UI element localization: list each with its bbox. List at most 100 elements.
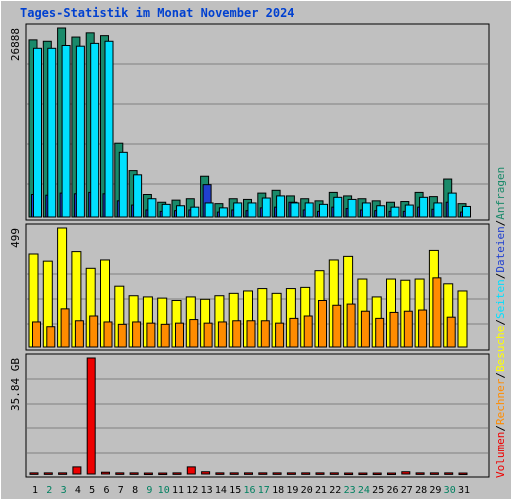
bar-besuche-day-31 xyxy=(457,290,468,348)
x-tick-label-day-14: 14 xyxy=(215,485,227,496)
bar-rechner-day-16 xyxy=(246,320,256,348)
bar-seiten-day-14 xyxy=(218,207,228,218)
bar-volumen-day-18 xyxy=(272,472,282,475)
bar-seiten-day-9 xyxy=(147,198,157,218)
legend-sep5: / xyxy=(494,425,507,432)
bar-rechner-day-30 xyxy=(446,316,456,348)
bar-rechner-day-5 xyxy=(89,315,99,348)
bar-rechner-day-29 xyxy=(432,277,442,348)
bar-rechner-day-15 xyxy=(232,320,242,348)
bar-seiten-day-31 xyxy=(462,205,471,218)
legend-bottom: Volumen xyxy=(494,432,507,478)
legend-sep2: / xyxy=(494,273,507,280)
x-tick-label-day-25: 25 xyxy=(372,485,384,496)
bar-seiten-day-28 xyxy=(419,196,429,218)
bar-rechner-day-1 xyxy=(32,321,41,348)
legend-middle2: Seiten xyxy=(494,279,507,319)
bar-rechner-day-9 xyxy=(146,322,156,348)
bar-rechner-day-27 xyxy=(403,310,413,348)
x-tick-label-day-13: 13 xyxy=(201,485,213,496)
legend-top: Anfragen xyxy=(494,167,507,220)
legend-middle4: Rechner xyxy=(494,378,507,425)
bar-seiten-day-7 xyxy=(118,151,128,218)
bar-seiten-day-29 xyxy=(433,202,443,218)
x-tick-label-day-11: 11 xyxy=(172,485,184,496)
y-max-label-2: 499 xyxy=(9,228,22,248)
x-tick-label-day-15: 15 xyxy=(229,485,241,496)
bar-seiten-day-30 xyxy=(447,192,457,218)
bar-seiten-day-8 xyxy=(133,174,143,218)
bar-seiten-day-26 xyxy=(390,206,400,218)
bar-rechner-day-13 xyxy=(203,322,213,348)
x-tick-label-day-28: 28 xyxy=(415,485,427,496)
bar-volumen-day-23 xyxy=(344,472,354,476)
bar-seiten-day-20 xyxy=(304,202,314,218)
legend-sep3: / xyxy=(494,319,507,326)
legend-middle3: Besuche xyxy=(494,326,507,372)
bar-rechner-day-7 xyxy=(117,323,127,348)
bar-seiten-day-27 xyxy=(404,204,414,218)
bar-volumen-day-26 xyxy=(387,472,396,476)
bar-seiten-day-18 xyxy=(276,195,286,218)
x-tick-label-day-19: 19 xyxy=(286,485,298,496)
bar-seiten-day-19 xyxy=(290,202,300,218)
bar-volumen-day-28 xyxy=(415,472,425,475)
bar-seiten-day-4 xyxy=(75,45,85,218)
bar-rechner-day-14 xyxy=(217,321,227,348)
x-tick-label-day-24: 24 xyxy=(358,485,370,496)
bar-seiten-day-23 xyxy=(347,198,357,218)
bar-volumen-day-13 xyxy=(201,471,211,475)
panel-3-frame xyxy=(25,353,490,478)
bar-seiten-day-15 xyxy=(233,202,243,218)
bar-volumen-day-8 xyxy=(129,472,139,475)
x-tick-label-day-4: 4 xyxy=(75,485,81,496)
bar-volumen-day-1 xyxy=(29,472,39,475)
bar-seiten-day-1 xyxy=(33,47,42,218)
bar-rechner-day-19 xyxy=(289,317,299,348)
bar-volumen-day-21 xyxy=(315,472,325,475)
bar-seiten-day-17 xyxy=(261,197,271,218)
bar-rechner-day-3 xyxy=(60,308,70,348)
bar-seiten-day-21 xyxy=(319,203,328,218)
bar-seiten-day-5 xyxy=(90,42,100,218)
x-tick-label-day-5: 5 xyxy=(89,485,95,496)
bar-rechner-day-24 xyxy=(360,310,370,348)
x-tick-label-day-30: 30 xyxy=(444,485,456,496)
x-tick-label-day-2: 2 xyxy=(46,485,52,496)
bar-volumen-day-12 xyxy=(186,466,196,475)
bar-volumen-day-22 xyxy=(329,472,339,475)
bar-volumen-day-9 xyxy=(143,472,153,476)
x-tick-label-day-26: 26 xyxy=(386,485,398,496)
bar-rechner-day-25 xyxy=(375,317,385,348)
bar-seiten-day-12 xyxy=(190,206,200,218)
bar-rechner-day-2 xyxy=(46,326,56,348)
bar-seiten-day-25 xyxy=(376,205,386,218)
bar-volumen-day-11 xyxy=(172,472,182,475)
bar-volumen-day-10 xyxy=(158,472,168,476)
bar-volumen-day-27 xyxy=(401,471,411,475)
legend: Volumen/Rechner/Besuche/Seiten/Dateien/A… xyxy=(494,167,507,478)
bar-volumen-day-19 xyxy=(286,472,296,475)
bar-seiten-day-24 xyxy=(361,202,371,218)
bar-volumen-day-30 xyxy=(444,472,454,475)
bar-volumen-day-2 xyxy=(43,472,53,475)
bar-seiten-day-16 xyxy=(247,202,257,218)
legend-sep4: / xyxy=(494,372,507,379)
x-tick-label-day-21: 21 xyxy=(315,485,327,496)
y-max-label-1: 26888 xyxy=(9,28,22,61)
bar-rechner-day-21 xyxy=(318,299,327,348)
bar-volumen-day-14 xyxy=(215,472,225,475)
bar-rechner-day-22 xyxy=(332,304,342,348)
x-tick-label-day-3: 3 xyxy=(61,485,67,496)
bar-volumen-day-5 xyxy=(86,357,96,475)
bar-volumen-day-25 xyxy=(372,472,382,476)
bar-seiten-day-13 xyxy=(204,202,214,218)
x-tick-label-day-23: 23 xyxy=(344,485,356,496)
bar-rechner-day-4 xyxy=(74,320,84,348)
bar-seiten-day-6 xyxy=(104,40,114,218)
x-tick-label-day-12: 12 xyxy=(186,485,198,496)
bar-rechner-day-12 xyxy=(189,319,199,348)
bar-volumen-day-15 xyxy=(229,472,239,475)
legend-sep1: / xyxy=(494,220,507,227)
